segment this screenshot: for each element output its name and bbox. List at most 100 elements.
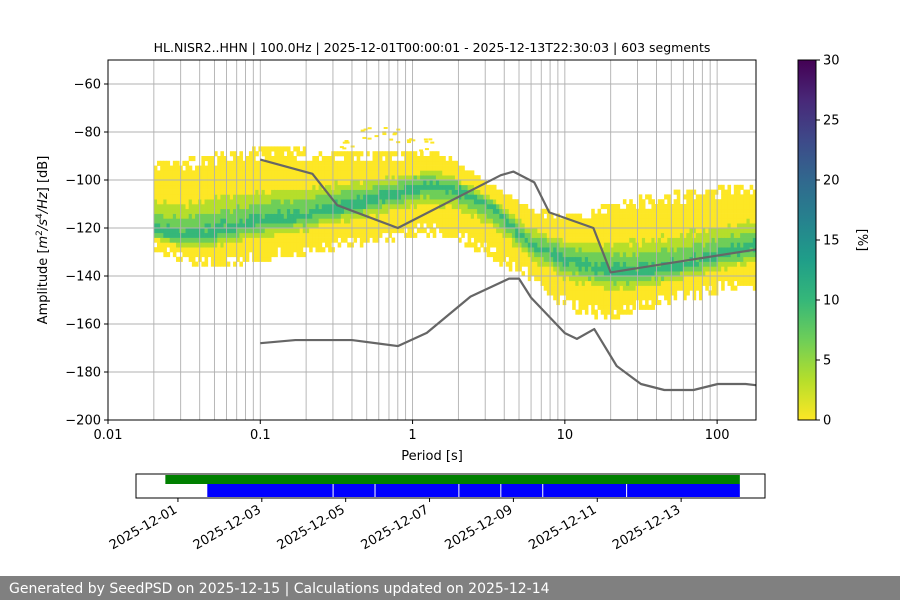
heatmap-cell [255, 189, 259, 195]
heatmap-cell [651, 290, 655, 296]
heatmap-cell [321, 160, 326, 166]
heatmap-cell [344, 228, 348, 234]
heatmap-cell [743, 271, 747, 277]
heatmap-cell [442, 218, 446, 224]
heatmap-cell [683, 218, 687, 224]
heatmap-cell [641, 247, 646, 253]
heatmap-cell [385, 228, 389, 234]
heatmap-cell [527, 237, 532, 243]
heatmap-cell [296, 242, 301, 248]
heatmap-cell [274, 232, 278, 238]
heatmap-cell [584, 232, 589, 238]
heatmap-cell [588, 285, 592, 291]
heatmap-cell [204, 208, 209, 214]
heatmap-cell [369, 160, 373, 166]
heatmap-cell [698, 232, 703, 238]
heatmap-cell [302, 232, 307, 238]
heatmap-cell [553, 280, 557, 286]
heatmap-cell [454, 223, 459, 229]
heatmap-cell [626, 290, 630, 296]
heatmap-cell [683, 276, 687, 282]
heatmap-cell [245, 213, 250, 219]
heatmap-cell [632, 300, 636, 306]
heatmap-cell [312, 208, 316, 214]
heatmap-cell [534, 223, 538, 229]
heatmap-cell [581, 280, 586, 286]
heatmap-cell [195, 237, 199, 243]
heatmap-cell [689, 232, 694, 238]
heatmap-cell [430, 141, 435, 144]
heatmap-cell [286, 213, 291, 219]
heatmap-cell [347, 218, 351, 224]
heatmap-cell [458, 180, 462, 186]
heatmap-cell [363, 175, 367, 181]
heatmap-cell [492, 189, 497, 195]
heatmap-cell [185, 232, 190, 238]
heatmap-cell [448, 208, 453, 214]
heatmap-cell [648, 261, 652, 267]
heatmap-cell [353, 160, 358, 166]
heatmap-cell [461, 223, 465, 229]
heatmap-cell [407, 204, 411, 210]
heatmap-cell [239, 247, 243, 253]
heatmap-cell [702, 204, 706, 210]
heatmap-cell [597, 290, 602, 296]
heatmap-cell [204, 237, 209, 243]
heatmap-cell [163, 189, 167, 195]
heatmap-cell [363, 170, 367, 176]
heatmap-cell [515, 247, 519, 253]
heatmap-cell [264, 256, 269, 262]
heatmap-cell [359, 151, 364, 157]
heatmap-cell [546, 213, 551, 219]
heatmap-cell [591, 276, 595, 282]
heatmap-cell [280, 160, 285, 166]
heatmap-cell [182, 170, 186, 176]
heatmap-cell [673, 266, 678, 272]
heatmap-cell [214, 261, 218, 267]
heatmap-cell [220, 199, 224, 205]
heatmap-cell [226, 252, 231, 258]
heatmap-cell [367, 127, 372, 130]
heatmap-cell [239, 232, 243, 238]
heatmap-cell [283, 242, 288, 248]
heatmap-cell [550, 261, 554, 267]
heatmap-cell [429, 180, 434, 186]
heatmap-cell [347, 232, 351, 238]
heatmap-cell [217, 184, 221, 190]
heatmap-cell [233, 180, 237, 186]
heatmap-cell [277, 180, 282, 186]
heatmap-cell [375, 156, 380, 162]
heatmap-cell [188, 175, 193, 181]
heatmap-cell [632, 256, 636, 262]
heatmap-cell [727, 271, 732, 277]
y-axis-ticks: −60−80−100−120−140−160−180−200 [65, 78, 108, 429]
heatmap-cell [344, 156, 348, 162]
heatmap-cell [188, 156, 193, 162]
heatmap-cell [686, 223, 690, 229]
heatmap-cell [274, 242, 278, 248]
heatmap-cell [454, 218, 459, 224]
heatmap-cell [727, 247, 732, 253]
heatmap-cell [176, 208, 180, 214]
heatmap-cell [153, 189, 158, 195]
heatmap-cell [153, 184, 158, 190]
heatmap-cell [337, 180, 342, 186]
heatmap-cell [489, 223, 494, 229]
heatmap-cell [626, 237, 630, 243]
heatmap-cell [645, 228, 649, 234]
heatmap-cell [660, 213, 665, 219]
heatmap-cell [315, 184, 320, 190]
heatmap-cell [645, 271, 649, 277]
heatmap-cell [705, 194, 709, 200]
heatmap-cell [315, 228, 320, 234]
heatmap-cell [660, 285, 665, 291]
heatmap-cell [670, 204, 674, 210]
heatmap-cell [464, 242, 468, 248]
heatmap-cell [721, 223, 725, 229]
heatmap-cell [619, 290, 624, 296]
heatmap-cell [242, 160, 247, 166]
heatmap-cell [534, 256, 538, 262]
heatmap-cell [305, 232, 310, 238]
heatmap-cell [648, 218, 652, 224]
heatmap-cell [239, 170, 243, 176]
